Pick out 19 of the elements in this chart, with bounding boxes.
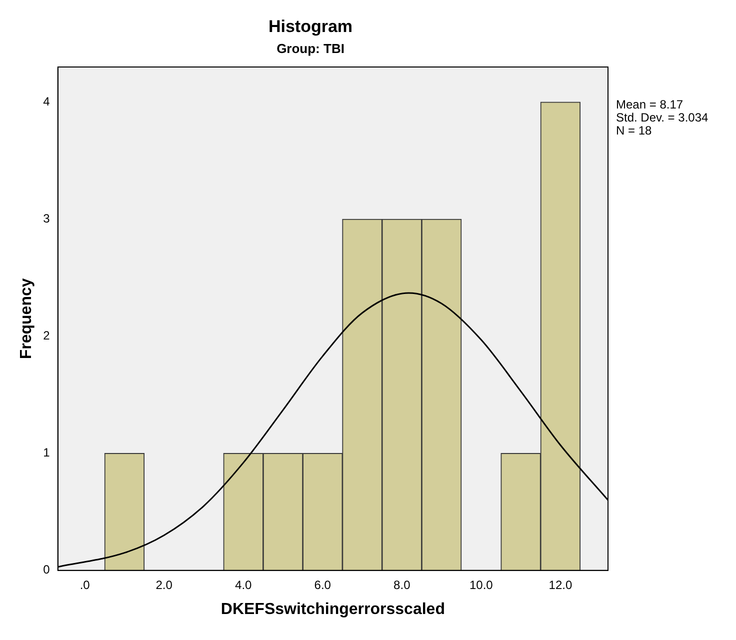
y-tick-label: 0 [43, 562, 50, 577]
text: Std. Dev. = 3.034 [616, 110, 708, 124]
y-tick-label: 3 [43, 212, 50, 226]
x-tick-label: 12.0 [548, 578, 572, 592]
x-tick-label: 2.0 [156, 578, 173, 592]
text: N = 18 [616, 123, 652, 138]
y-tick-label: 4 [43, 94, 50, 108]
y-axis-title: Frequency [18, 278, 36, 360]
x-tick-label: 8.0 [394, 578, 411, 592]
x-tick-label: 4.0 [235, 578, 252, 592]
x-tick-label: 6.0 [314, 578, 332, 592]
chart-title: Histogram [268, 16, 353, 36]
x-tick-label: 10.0 [469, 578, 494, 592]
text: Mean = 8.17 [616, 97, 684, 112]
chart-subtitle: Group: TBI [276, 40, 344, 56]
y-tick-label: 1 [43, 446, 50, 460]
x-tick-label: .0 [80, 578, 90, 592]
x-axis-title: DKEFSswitchingerrorsscaled [220, 600, 445, 618]
y-tick-label: 2 [43, 328, 50, 343]
